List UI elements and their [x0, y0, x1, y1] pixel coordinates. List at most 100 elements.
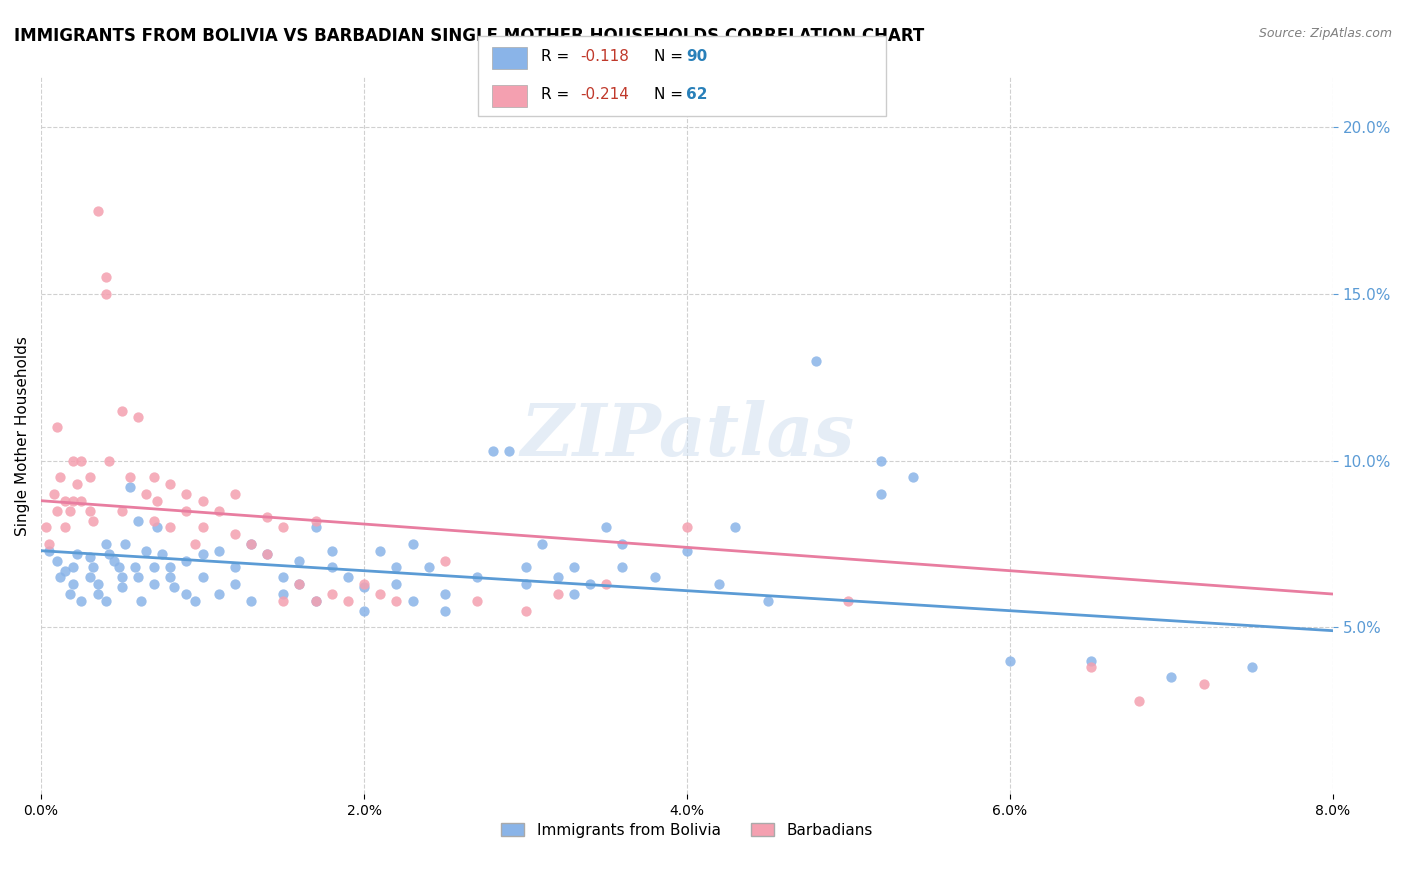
Point: [385, 593, 408, 607]
Point: [176, 554, 198, 568]
Point: [418, 560, 440, 574]
Point: [353, 604, 375, 618]
Point: [756, 593, 779, 607]
Point: [191, 547, 214, 561]
Point: [465, 593, 488, 607]
Point: [97, 547, 120, 561]
Point: [82, 514, 104, 528]
Point: [336, 570, 359, 584]
Text: N =: N =: [654, 49, 688, 63]
Point: [191, 520, 214, 534]
Point: [336, 593, 359, 607]
Point: [191, 570, 214, 584]
Point: [94, 593, 117, 607]
Point: [159, 560, 181, 574]
Point: [146, 520, 169, 534]
Point: [94, 537, 117, 551]
Legend: Immigrants from Bolivia, Barbadians: Immigrants from Bolivia, Barbadians: [495, 816, 879, 844]
Point: [208, 543, 231, 558]
Point: [66, 547, 89, 561]
Point: [159, 520, 181, 534]
Point: [224, 560, 246, 574]
Point: [59, 587, 82, 601]
Point: [208, 504, 231, 518]
Point: [385, 577, 408, 591]
Point: [273, 520, 295, 534]
Point: [240, 593, 263, 607]
Point: [103, 554, 125, 568]
Point: [191, 493, 214, 508]
Point: [595, 520, 617, 534]
Text: 62: 62: [686, 87, 707, 102]
Point: [806, 353, 828, 368]
Point: [49, 570, 72, 584]
Point: [1080, 660, 1102, 674]
Point: [46, 554, 69, 568]
Text: -0.118: -0.118: [581, 49, 630, 63]
Point: [62, 454, 84, 468]
Point: [224, 577, 246, 591]
Point: [530, 537, 553, 551]
Point: [66, 477, 89, 491]
Point: [1241, 660, 1264, 674]
Text: R =: R =: [541, 87, 579, 102]
Point: [118, 480, 141, 494]
Point: [368, 543, 391, 558]
Point: [224, 487, 246, 501]
Point: [353, 577, 375, 591]
Point: [676, 543, 699, 558]
Point: [240, 537, 263, 551]
Point: [114, 537, 136, 551]
Point: [135, 543, 157, 558]
Text: IMMIGRANTS FROM BOLIVIA VS BARBADIAN SINGLE MOTHER HOUSEHOLDS CORRELATION CHART: IMMIGRANTS FROM BOLIVIA VS BARBADIAN SIN…: [14, 27, 924, 45]
Point: [676, 520, 699, 534]
Point: [547, 570, 569, 584]
Point: [127, 570, 149, 584]
Point: [353, 580, 375, 594]
Point: [183, 593, 205, 607]
Point: [515, 604, 537, 618]
Point: [256, 510, 278, 524]
Point: [143, 514, 166, 528]
Point: [288, 577, 311, 591]
Text: 90: 90: [686, 49, 707, 63]
Point: [143, 560, 166, 574]
Point: [135, 487, 157, 501]
Point: [150, 547, 173, 561]
Text: Source: ZipAtlas.com: Source: ZipAtlas.com: [1258, 27, 1392, 40]
Point: [433, 587, 456, 601]
Point: [1192, 677, 1215, 691]
Point: [176, 487, 198, 501]
Point: [127, 514, 149, 528]
Point: [146, 493, 169, 508]
Point: [304, 593, 326, 607]
Point: [159, 570, 181, 584]
Point: [129, 593, 152, 607]
Point: [612, 537, 634, 551]
Point: [579, 577, 602, 591]
Point: [240, 537, 263, 551]
Point: [35, 520, 58, 534]
Point: [62, 577, 84, 591]
Point: [644, 570, 666, 584]
Point: [82, 560, 104, 574]
Point: [94, 287, 117, 301]
Point: [1080, 654, 1102, 668]
Point: [321, 587, 343, 601]
Point: [79, 470, 101, 484]
Point: [107, 560, 129, 574]
Point: [304, 593, 326, 607]
Point: [79, 504, 101, 518]
Point: [288, 577, 311, 591]
Point: [127, 410, 149, 425]
Point: [401, 537, 423, 551]
Point: [869, 454, 891, 468]
Point: [224, 527, 246, 541]
Point: [53, 493, 76, 508]
Point: [162, 580, 184, 594]
Point: [118, 470, 141, 484]
Text: -0.214: -0.214: [581, 87, 630, 102]
Point: [837, 593, 859, 607]
Point: [869, 487, 891, 501]
Point: [433, 604, 456, 618]
